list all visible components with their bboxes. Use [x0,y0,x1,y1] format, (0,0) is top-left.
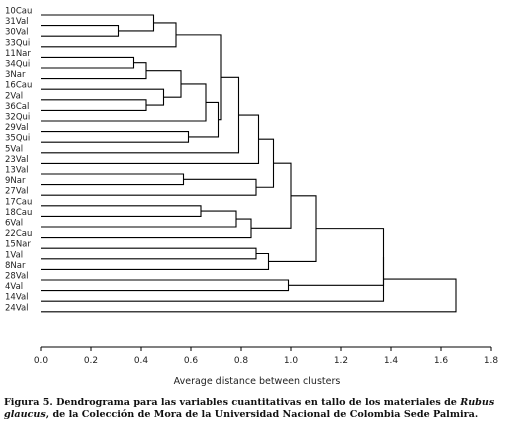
merge-link-m31_30 [41,25,120,37]
leaf-label-4val: 4Val [5,282,23,292]
leaf-label-6val: 6Val [5,219,23,229]
merge-link-m29_35 [41,131,190,143]
merge-link-m15b [41,252,270,270]
leaf-label-34qui: 34Qui [5,60,30,70]
leaf-label-3nar: 3Nar [5,70,26,80]
leaf-label-18cau: 18Cau [5,208,32,218]
merge-link-ma [176,34,222,121]
x-axis: 0.0 0.2 0.4 0.6 0.8 1.0 1.2 1.4 1.6 1.8 [34,346,499,366]
caption-prefix: Figura 5. Dendrograma para las variables… [4,397,461,408]
merge-link-mh2 [288,228,385,286]
merge-link-m16 [41,88,165,106]
leaf-label-27val: 27Val [5,187,29,197]
leaf-label-35qui: 35Qui [5,134,30,144]
merge-link-ma3 [41,114,260,164]
merge-link-m28_4 [41,279,290,292]
leaf-label-13val: 13Val [5,166,29,176]
x-axis-title: Average distance between clusters [174,376,341,387]
leaf-label-9nar: 9Nar [5,176,26,186]
x-tick-label-7: 1.4 [384,356,399,366]
leaf-label-23val: 23Val [5,155,29,165]
merge-link-m10 [41,14,155,32]
merge-link-m13b [41,178,257,196]
merge-link-mh3 [41,256,385,302]
leaf-label-8nar: 8Nar [5,261,26,271]
leaf-label-11nar: 11Nar [5,49,31,59]
merge-link-m15_1 [41,247,257,260]
caption-species: Rubus glaucus [4,397,495,420]
leaf-label-16cau: 16Cau [5,81,32,91]
x-tick-label-5: 1.0 [284,356,299,366]
x-tick-label-8: 1.6 [434,356,449,366]
merge-link-m13_9 [41,173,185,186]
merge-link-m11_34 [41,56,135,69]
x-tick-label-2: 0.4 [134,356,149,366]
leaf-label-24val: 24Val [5,303,29,313]
x-tick-label-9: 1.8 [484,356,499,366]
dendrogram-chart: 10Cau31Val30Val33Qui11Nar34Qui3Nar16Cau2… [5,7,499,388]
leaf-label-33qui: 33Qui [5,38,30,48]
leaf-label-5val: 5Val [5,144,23,154]
x-tick-label-6: 1.2 [334,356,348,366]
merge-link-matk [251,162,292,229]
merge-link-m17_18 [41,205,202,217]
leaf-label-layer: 10Cau31Val30Val33Qui11Nar34Qui3Nar16Cau2… [5,7,32,314]
merge-link-m2v36 [41,99,147,111]
leaf-label-15nar: 15Nar [5,240,31,250]
merge-link-mk [41,210,237,228]
leaf-label-1val: 1Val [5,250,23,260]
link-layer [41,14,457,313]
leaf-label-36cal: 36Cal [5,102,29,112]
leaf-label-31val: 31Val [5,17,29,27]
merge-link-m10b [41,22,177,48]
leaf-label-30val: 30Val [5,28,29,38]
leaf-label-29val: 29Val [5,123,29,133]
leaf-label-28val: 28Val [5,272,29,282]
merge-link-mroot [41,278,457,313]
x-tick-label-1: 0.2 [84,356,98,366]
figure-caption: Figura 5. Dendrograma para las variables… [4,397,512,421]
leaf-label-14val: 14Val [5,293,29,303]
x-tick-label-4: 0.8 [234,356,249,366]
leaf-label-10cau: 10Cau [5,7,32,17]
merge-link-mk2 [41,218,252,239]
merge-link-mgc [188,101,220,138]
leaf-label-22cau: 22Cau [5,229,32,239]
leaf-label-2val: 2Val [5,91,23,101]
x-tick-label-0: 0.0 [34,356,49,366]
x-tick-label-3: 0.6 [184,356,199,366]
leaf-label-32qui: 32Qui [5,113,30,123]
leaf-label-17cau: 17Cau [5,197,32,207]
merge-link-ma2 [41,76,240,154]
caption-suffix: , de la Colección de Mora de la Universi… [45,409,479,420]
merge-link-m3 [41,62,147,80]
